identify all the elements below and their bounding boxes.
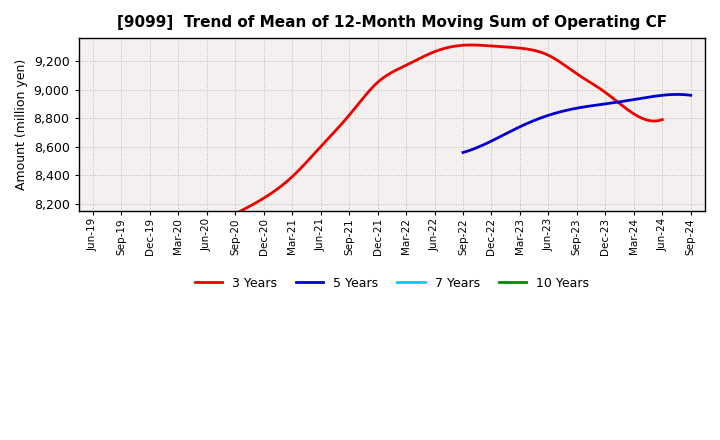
Legend: 3 Years, 5 Years, 7 Years, 10 Years: 3 Years, 5 Years, 7 Years, 10 Years <box>189 272 594 295</box>
3 Years <box>485 43 494 48</box>
3 Years <box>233 210 241 216</box>
5 Years <box>686 93 695 98</box>
5 Years <box>593 102 602 107</box>
5 Years <box>594 102 603 107</box>
5 Years <box>459 150 468 155</box>
3 Years <box>494 44 503 49</box>
Line: 5 Years: 5 Years <box>463 95 690 153</box>
5 Years <box>598 102 607 107</box>
3 Years <box>658 117 667 122</box>
Title: [9099]  Trend of Mean of 12-Month Moving Sum of Operating CF: [9099] Trend of Mean of 12-Month Moving … <box>117 15 667 30</box>
Y-axis label: Amount (million yen): Amount (million yen) <box>15 59 28 190</box>
3 Years <box>593 84 601 89</box>
5 Years <box>651 94 660 99</box>
5 Years <box>665 92 674 97</box>
Line: 3 Years: 3 Years <box>235 45 662 214</box>
5 Years <box>459 150 467 155</box>
3 Years <box>231 211 240 216</box>
5 Years <box>672 92 681 97</box>
3 Years <box>467 42 475 48</box>
3 Years <box>487 43 495 48</box>
3 Years <box>619 104 628 110</box>
